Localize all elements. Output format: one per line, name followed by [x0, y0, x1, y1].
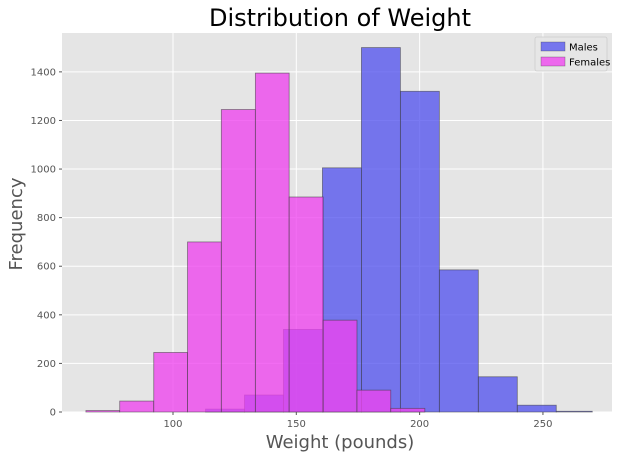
histogram-bars [85, 47, 593, 413]
y-tick-label: 1200 [31, 116, 56, 127]
y-tick-label: 400 [37, 310, 56, 321]
legend-label: Females [569, 58, 610, 69]
legend-swatch [540, 41, 566, 52]
x-axis-ticks: 100 150 200 250 [163, 412, 552, 430]
females-bar [220, 109, 256, 413]
legend-label: Males [569, 43, 598, 54]
males-bar [516, 404, 557, 413]
x-tick-label: 250 [533, 419, 552, 430]
females-bar [153, 352, 188, 413]
y-tick-label: 0 [50, 408, 56, 419]
x-tick-label: 150 [287, 419, 306, 430]
y-tick-label: 800 [37, 213, 56, 224]
females-bar [288, 196, 324, 413]
x-axis-label: Weight (pounds) [266, 432, 415, 453]
y-axis-label: Frequency [6, 177, 27, 270]
legend: Males Females [534, 36, 610, 72]
y-tick-label: 1000 [31, 165, 56, 176]
females-bar [322, 319, 358, 413]
males-bar [438, 269, 479, 413]
females-bar [390, 407, 426, 413]
males-bar [361, 47, 401, 413]
chart-title: Distribution of Weight [209, 4, 471, 32]
females-bar [254, 72, 290, 413]
x-tick-label: 200 [410, 419, 429, 430]
females-bar [85, 410, 121, 413]
y-tick-label: 600 [37, 262, 56, 273]
females-bar [356, 389, 392, 413]
legend-swatch [540, 56, 566, 67]
females-bar [119, 400, 155, 413]
males-bar [399, 90, 440, 413]
y-axis-ticks: 0 200 400 600 800 1000 1200 1400 [31, 67, 62, 419]
x-tick-label: 100 [163, 419, 182, 430]
males-bar [477, 376, 518, 413]
y-tick-label: 200 [37, 359, 56, 370]
males-bar [555, 410, 593, 413]
females-bar [187, 241, 222, 413]
y-tick-label: 1400 [31, 67, 56, 78]
